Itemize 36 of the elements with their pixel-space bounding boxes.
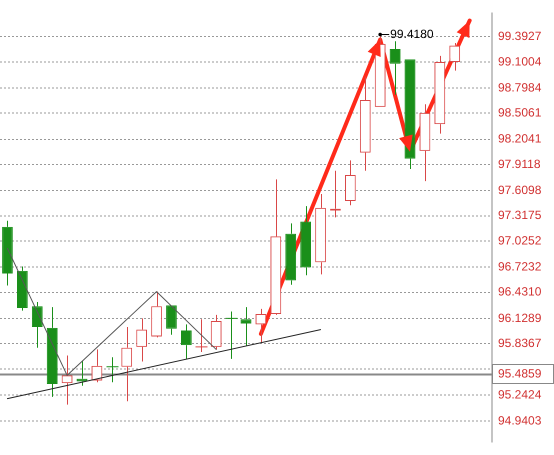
candlestick: [360, 76, 371, 172]
y-tick-label: 98.7984: [498, 80, 542, 94]
candlestick: [121, 326, 132, 402]
candlestick: [151, 291, 162, 338]
candlestick: [16, 266, 28, 312]
y-tick-label: 97.3175: [498, 208, 542, 222]
candlestick: [315, 194, 326, 275]
y-tick-label: 99.1004: [498, 54, 542, 68]
candlestick: [240, 306, 252, 346]
y-tick-label: 96.4310: [498, 284, 542, 299]
y-tick-label: 97.0252: [498, 233, 542, 248]
y-tick-label: 97.6098: [498, 182, 542, 197]
candlestick: [270, 178, 282, 316]
candlestick: [420, 104, 430, 182]
candlestick: [106, 356, 119, 383]
y-tick-label: 94.9403: [498, 413, 542, 428]
y-tick-label: 98.2041: [498, 132, 542, 146]
candlestick: [2, 220, 13, 286]
y-tick-label: 95.8367: [498, 336, 542, 350]
candlestick: [344, 160, 356, 206]
candlestick: [195, 318, 208, 353]
y-tick-label: 98.5061: [498, 106, 542, 120]
candlestick: [210, 314, 222, 350]
y-tick-label: 95.2424: [498, 387, 542, 402]
candlestick: [300, 206, 312, 276]
candlestick: [166, 305, 177, 336]
candlestick: [225, 310, 238, 360]
y-tick-label: 97.9118: [498, 156, 541, 171]
candlestick: [434, 55, 446, 134]
y-tick-label: 99.3927: [498, 29, 542, 44]
y-tick-label: 96.1289: [498, 310, 542, 325]
y-tick-label: 96.7232: [498, 259, 542, 274]
annotation: 99.4180: [390, 26, 434, 41]
ref-line-label: 95.4859: [498, 366, 542, 380]
candlestick: [285, 222, 296, 286]
candlestick: [46, 306, 58, 398]
